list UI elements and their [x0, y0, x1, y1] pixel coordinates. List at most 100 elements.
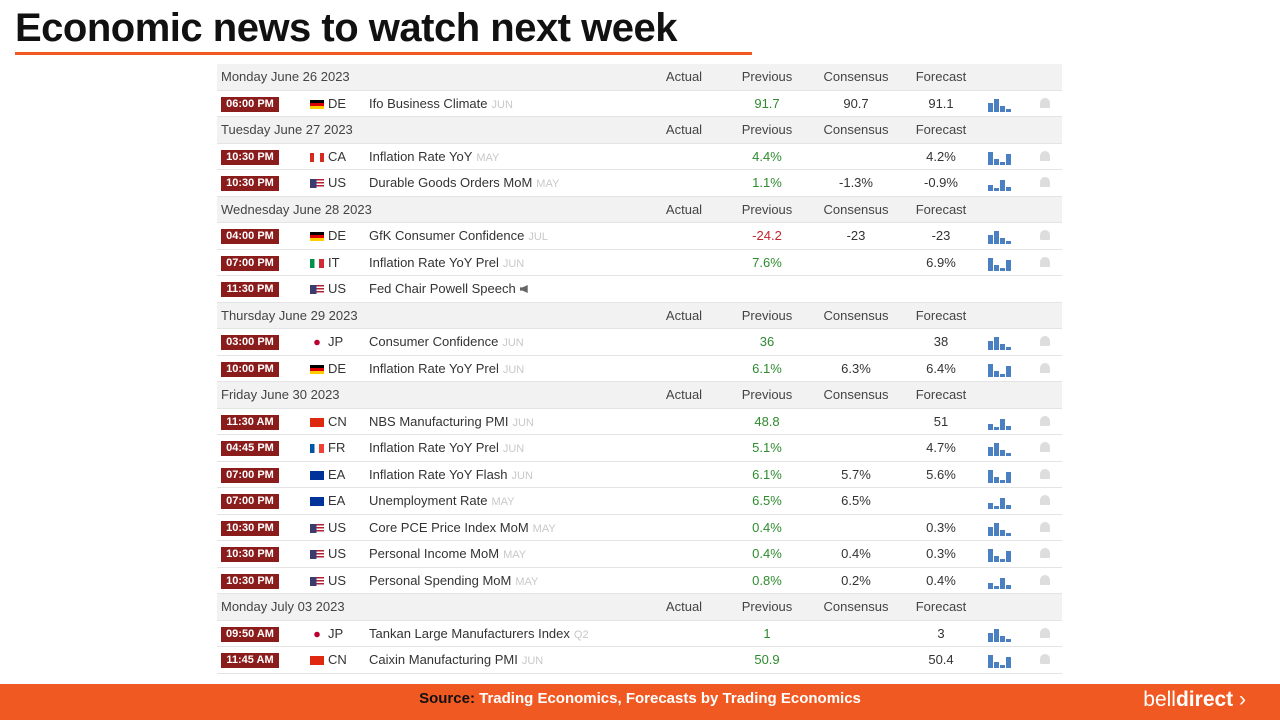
day-header: Tuesday June 27 2023 Actual Previous Consen…	[217, 117, 1062, 144]
spark-bar	[1000, 635, 1005, 642]
spark-bar	[988, 549, 993, 562]
event-title: Core PCE Price Index MoM	[369, 519, 529, 535]
sparkline-icon	[988, 416, 1016, 430]
flag	[310, 364, 324, 374]
event-title: Personal Spending MoM	[369, 572, 512, 588]
alert-bell[interactable]	[1040, 362, 1050, 373]
event-row: 10:30 PM CA Inflation Rate YoY MAY 4.4% 4.2%	[217, 144, 1062, 170]
country-code: US	[328, 281, 347, 296]
spark-bar	[1006, 241, 1011, 244]
alert-bell[interactable]	[1040, 415, 1050, 426]
country-code: CN	[328, 413, 347, 429]
alert-bell[interactable]	[1040, 150, 1050, 161]
event-period: JUN	[511, 469, 533, 482]
event-row: 07:00 PM IT Inflation Rate YoY Prel JUN 7.6%…	[217, 250, 1062, 276]
spark-bar	[1006, 471, 1011, 483]
title-underline	[15, 52, 752, 55]
source-text: Trading Economics, Forecasts by Trading …	[479, 690, 861, 707]
spark-bar	[994, 476, 999, 483]
sparkline-icon	[988, 151, 1016, 165]
event-title: Consumer Confidence	[369, 334, 499, 349]
spark-bar	[1000, 180, 1005, 191]
event-name: GfK Consumer Confidence JUL	[369, 223, 548, 250]
time-badge: 04:45 PM	[221, 441, 279, 456]
alert-bell[interactable]	[1040, 442, 1050, 452]
time-badge: 07:00 PM	[221, 255, 279, 271]
country-code: EA	[328, 466, 346, 482]
spark-bar	[994, 337, 999, 350]
title: Economic news to watch next week	[15, 6, 677, 50]
spark-bar	[1000, 267, 1005, 271]
event-title: Inflation Rate YoY Prel	[369, 440, 499, 455]
event-title: Caixin Manufacturing PMI	[369, 652, 518, 667]
previous-value: 36	[759, 334, 775, 349]
consensus-value: -23	[846, 228, 866, 243]
sparkline-icon	[988, 98, 1016, 112]
event-name: Personal Income MoM MAY	[369, 541, 526, 568]
spark-bar	[988, 526, 993, 536]
column-header: Actual	[665, 599, 703, 614]
alert-bell[interactable]	[1040, 177, 1050, 187]
forecast-value: 5.6%	[926, 466, 956, 482]
sparkline-icon	[988, 548, 1016, 562]
alert-bell[interactable]	[1040, 495, 1050, 505]
event-name: Consumer Confidence JUN	[369, 329, 524, 356]
column-header: Previous	[741, 69, 793, 84]
event-name: Inflation Rate YoY Flash JUN	[369, 462, 533, 489]
column-header: Consensus	[823, 201, 889, 217]
event-row: 04:00 PM DE GfK Consumer Confidence JUL -24.…	[217, 223, 1062, 250]
spark-bar	[994, 264, 999, 271]
alert-bell[interactable]	[1040, 574, 1050, 585]
column-header: Previous	[741, 387, 793, 402]
flag	[310, 99, 324, 109]
alert-bell[interactable]	[1040, 654, 1050, 664]
sparkline-icon	[988, 654, 1016, 668]
time-badge: 03:00 PM	[221, 335, 279, 350]
alert-bell[interactable]	[1040, 256, 1050, 267]
event-period: JUN	[502, 337, 524, 349]
column-header: Previous	[741, 599, 793, 614]
spark-bar	[1006, 365, 1011, 377]
spark-bar	[1000, 529, 1005, 536]
spark-bar	[988, 257, 993, 271]
event-row: 10:00 PM DE Inflation Rate YoY Prel JUN 6.1%…	[217, 356, 1062, 382]
previous-value: 48.8	[754, 413, 780, 429]
previous-value: 6.1%	[752, 466, 782, 482]
time-badge: 07:00 PM	[221, 494, 279, 509]
sparkline-icon	[988, 522, 1016, 536]
column-header: Previous	[741, 307, 793, 323]
previous-value: 4.4%	[752, 148, 782, 164]
forecast-value: 0.3%	[926, 519, 956, 535]
time-badge: 09:50 AM	[221, 626, 279, 642]
alert-bell[interactable]	[1040, 97, 1050, 108]
day-header: Thursday June 29 2023 Actual Previous Conse…	[217, 302, 1062, 329]
event-row: 04:45 PM FR Inflation Rate YoY Prel JUN 5.1%…	[217, 435, 1062, 462]
column-header: Forecast	[915, 69, 967, 84]
spark-bar	[994, 556, 999, 562]
event-title: Inflation Rate YoY	[369, 148, 473, 164]
sparkline-icon	[988, 177, 1016, 191]
event-row: 03:00 PM JP Consumer Confidence JUN 36 38	[217, 329, 1062, 356]
country-code: JP	[328, 625, 344, 641]
alert-bell[interactable]	[1040, 230, 1050, 240]
column-header: Consensus	[823, 307, 889, 323]
forecast-value: 4.7%	[926, 440, 956, 455]
alert-bell[interactable]	[1040, 468, 1050, 479]
column-header: Consensus	[823, 599, 889, 614]
column-header: Forecast	[915, 201, 967, 217]
event-title: GfK Consumer Confidence	[369, 228, 525, 243]
alert-bell[interactable]	[1040, 627, 1050, 638]
event-name: Personal Spending MoM MAY	[369, 568, 538, 595]
event-period: JUN	[521, 655, 544, 667]
alert-bell[interactable]	[1040, 521, 1050, 532]
spark-bar	[994, 628, 999, 642]
flag	[310, 285, 324, 294]
alert-bell[interactable]	[1040, 548, 1050, 558]
day-date: Friday June 30 2023	[221, 387, 340, 402]
flag	[310, 444, 324, 453]
country-code: US	[328, 519, 347, 535]
spark-bar	[994, 370, 999, 377]
alert-bell[interactable]	[1040, 336, 1050, 346]
flag	[310, 232, 324, 241]
column-header: Consensus	[823, 69, 889, 84]
